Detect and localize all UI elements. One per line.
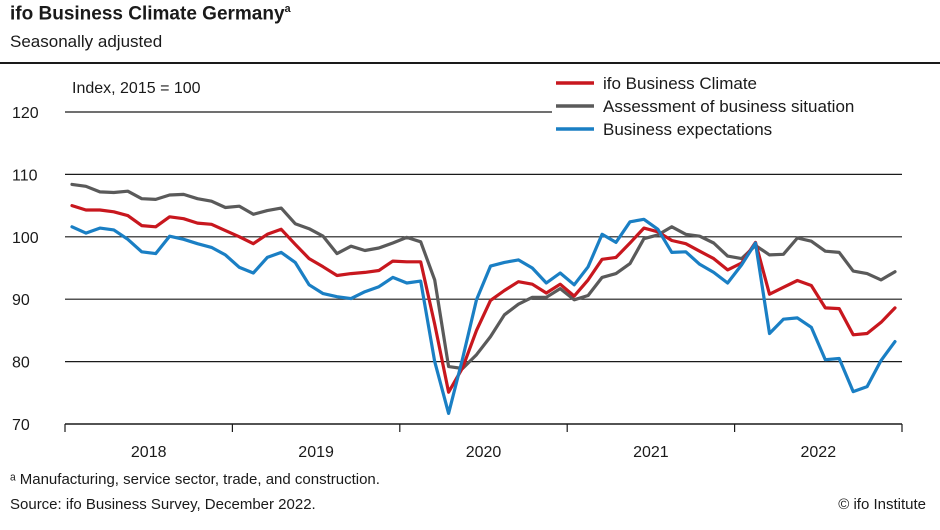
- y-axis-ticks: 70 80 90 100 110 120: [12, 105, 39, 434]
- y-tick-label: 120: [12, 105, 39, 122]
- ylabel-background: [60, 72, 260, 102]
- source-note: Source: ifo Business Survey, December 20…: [10, 496, 316, 513]
- x-tick-label: 2020: [466, 444, 502, 461]
- legend-label: Assessment of business situation: [603, 97, 854, 116]
- chart-subtitle: Seasonally adjusted: [10, 32, 163, 51]
- y-tick-label: 110: [12, 167, 38, 184]
- y-tick-label: 90: [12, 292, 30, 309]
- footnote: ᵃ Manufacturing, service sector, trade, …: [10, 471, 380, 488]
- copyright-note: © ifo Institute: [838, 496, 926, 513]
- x-tick-label: 2022: [801, 444, 837, 461]
- legend-item-bg: [552, 68, 902, 90]
- series-line-2: [70, 217, 897, 415]
- x-tick-label: 2021: [633, 444, 669, 461]
- y-axis-label: Index, 2015 = 100: [72, 80, 201, 97]
- chart-title-footnote-mark: a: [284, 3, 291, 15]
- legend-label: ifo Business Climate: [603, 74, 757, 93]
- line-chart: 70 80 90 100 110 120 2018 2019 2020 2021 2022 Ind…: [12, 68, 903, 461]
- x-axis: 2018 2019 2020 2021 2022: [64, 423, 903, 461]
- title-rule: [0, 62, 940, 64]
- x-tick-label: 2019: [298, 444, 334, 461]
- y-tick-label: 70: [12, 417, 30, 434]
- legend-label: Business expectations: [603, 120, 772, 139]
- series-lines: [70, 182, 897, 415]
- series-line-1: [70, 182, 897, 371]
- y-tick-label: 80: [12, 355, 30, 372]
- y-tick-label: 100: [12, 230, 39, 247]
- chart-title-text: ifo Business Climate Germany: [10, 3, 285, 25]
- legend-item-bg: [552, 91, 902, 113]
- x-tick-label: 2018: [131, 444, 167, 461]
- chart-title: ifo Business Climate Germanya: [10, 3, 291, 25]
- legend: ifo Business Climate Assessment of busine…: [552, 68, 902, 139]
- legend-item-bg: [552, 114, 902, 136]
